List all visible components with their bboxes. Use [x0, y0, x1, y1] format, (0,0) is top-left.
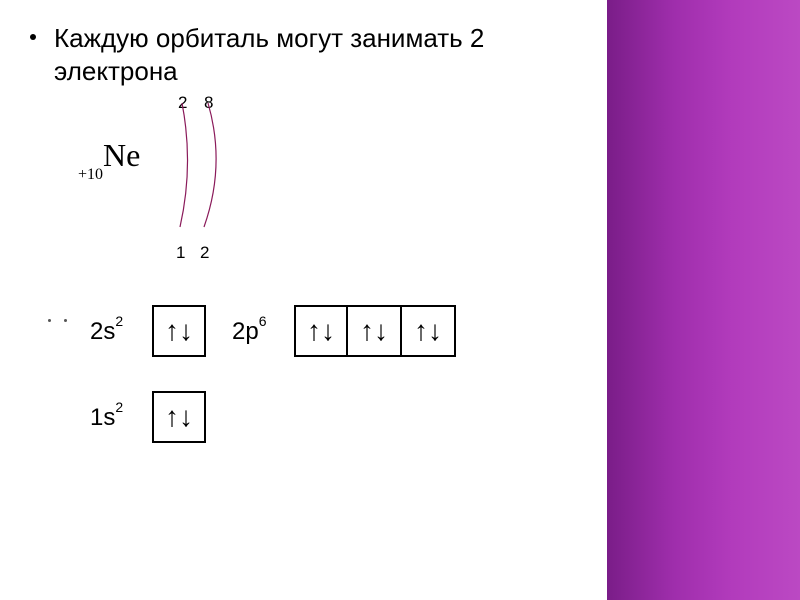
electron-shell-diagram: +10Ne 2 8 1 2 [70, 95, 597, 270]
spin-arrows: ↑↓ [414, 315, 442, 347]
shell-bottom-number-2: 2 [200, 243, 209, 263]
slide-content: Каждую орбиталь могут занимать 2 электро… [0, 0, 607, 600]
shell-bottom-number-1: 1 [176, 243, 185, 263]
dot-icon [64, 319, 67, 322]
orbital-label-sup: 2 [115, 399, 123, 415]
orbital-label-base: 2p [232, 318, 259, 345]
spin-arrows: ↑↓ [165, 401, 193, 433]
orbital-row: 1s2 ↑↓ [30, 391, 597, 443]
orbital-boxes: ↑↓ [152, 391, 206, 443]
element-charge: +10 [78, 166, 103, 183]
orbital-boxes: ↑↓ [152, 305, 206, 357]
orbital-diagram: 2s2 ↑↓ 2p6 ↑↓ ↑↓ ↑↓ 1s2 ↑↓ [30, 305, 597, 443]
spin-arrows: ↑↓ [307, 315, 335, 347]
orbital-box: ↑↓ [294, 305, 348, 357]
orbital-box: ↑↓ [348, 305, 402, 357]
orbital-label: 1s2 [90, 403, 140, 432]
bullet-dot-icon [30, 34, 36, 40]
orbital-box: ↑↓ [152, 305, 206, 357]
orbital-label-base: 1s [90, 404, 115, 431]
dot-icon [48, 319, 51, 322]
orbital-label-sup: 6 [259, 313, 267, 329]
orbital-box: ↑↓ [152, 391, 206, 443]
orbital-label: 2p6 [232, 317, 282, 346]
orbital-label: 2s2 [90, 317, 140, 346]
spin-arrows: ↑↓ [360, 315, 388, 347]
spin-arrows: ↑↓ [165, 315, 193, 347]
orbital-row: 2s2 ↑↓ 2p6 ↑↓ ↑↓ ↑↓ [30, 305, 597, 357]
orbital-box: ↑↓ [402, 305, 456, 357]
orbital-label-base: 2s [90, 318, 115, 345]
bullet-text-line: Каждую орбиталь могут занимать 2 электро… [30, 22, 597, 87]
bullet-text: Каждую орбиталь могут занимать 2 электро… [54, 23, 484, 86]
element-symbol: +10Ne [78, 137, 140, 178]
shell-arcs-icon [170, 95, 250, 235]
element-name: Ne [103, 137, 140, 173]
gradient-sidebar [607, 0, 800, 600]
orbital-boxes: ↑↓ ↑↓ ↑↓ [294, 305, 456, 357]
orbital-label-sup: 2 [115, 313, 123, 329]
